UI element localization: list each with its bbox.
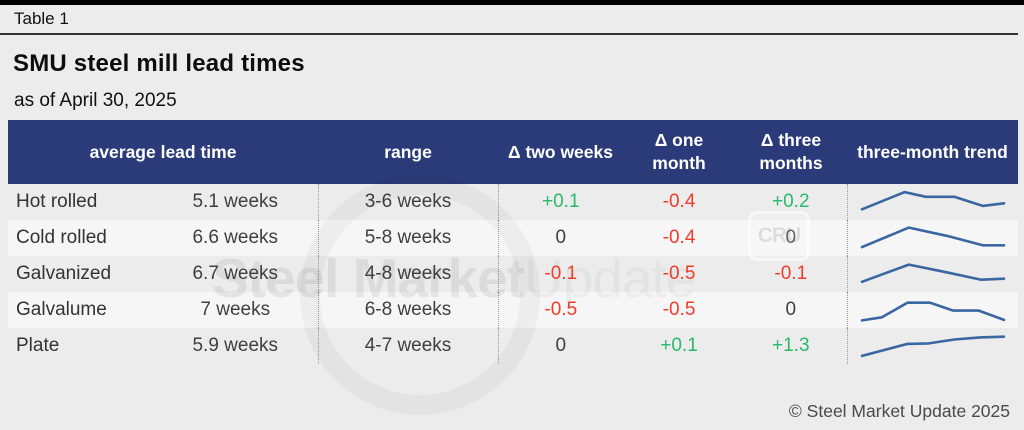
table-row: Plate 5.9 weeks 4-7 weeks 0 +0.1 +1.3 xyxy=(8,328,1019,364)
delta-two-weeks-cell: 0 xyxy=(497,220,624,256)
lead-times-table: average lead time range Δ two weeks Δ on… xyxy=(8,120,1019,364)
delta-three-months-cell: +0.2 xyxy=(772,191,810,212)
delta-two-weeks-cell: -0.1 xyxy=(497,256,624,292)
average-lead-time-cell: 5.9 weeks xyxy=(192,335,279,356)
table-row: Cold rolled 6.6 weeks 5-8 weeks 0 -0.4 0 xyxy=(8,220,1019,256)
col-header-range: range xyxy=(318,120,499,184)
col-header-three-month-trend: three-month trend xyxy=(847,120,1019,184)
delta-three-months-cell: -0.1 xyxy=(774,263,808,284)
delta-one-month-cell: -0.5 xyxy=(662,263,696,284)
delta-three-months-cell: 0 xyxy=(785,299,797,320)
trend-sparkline xyxy=(862,261,1004,287)
col-header-delta-one-month: Δ one month xyxy=(623,120,736,184)
delta-three-months-cell: +1.3 xyxy=(772,335,810,356)
trend-sparkline xyxy=(862,297,1004,323)
table-row: Hot rolled 5.1 weeks 3-6 weeks +0.1 -0.4 +0.2 xyxy=(8,184,1019,220)
range-cell: 4-7 weeks xyxy=(317,328,499,364)
trend-sparkline xyxy=(862,225,1004,251)
col-header-average-lead-time: average lead time xyxy=(8,120,319,184)
product-cell: Hot rolled xyxy=(16,191,98,212)
trend-sparkline-cell xyxy=(846,328,1019,364)
delta-three-months-cell: 0 xyxy=(785,227,797,248)
delta-one-month-cell: -0.5 xyxy=(662,299,696,320)
as-of-date: as of April 30, 2025 xyxy=(14,90,177,111)
table-body: Hot rolled 5.1 weeks 3-6 weeks +0.1 -0.4 +0.2… xyxy=(8,184,1019,364)
product-cell: Cold rolled xyxy=(16,227,107,248)
product-cell: Plate xyxy=(16,335,60,356)
delta-one-month-cell: -0.4 xyxy=(662,227,696,248)
delta-two-weeks-cell: 0 xyxy=(497,328,624,364)
table-row: Galvanized 6.7 weeks 4-8 weeks -0.1 -0.5 -0.1 xyxy=(8,256,1019,292)
copyright-text: © Steel Market Update 2025 xyxy=(788,401,1010,421)
col-header-delta-three-months: Δ three months xyxy=(735,120,848,184)
table-header: average lead time range Δ two weeks Δ on… xyxy=(8,120,1019,184)
delta-one-month-cell: -0.4 xyxy=(662,191,696,212)
top-border-bar xyxy=(0,0,1024,5)
trend-sparkline-cell xyxy=(846,220,1019,256)
page-title: SMU steel mill lead times xyxy=(13,50,305,77)
product-cell: Galvalume xyxy=(16,299,107,320)
trend-sparkline xyxy=(862,333,1004,359)
range-cell: 6-8 weeks xyxy=(317,292,499,328)
trend-sparkline xyxy=(862,189,1004,215)
range-cell: 3-6 weeks xyxy=(317,184,499,220)
average-lead-time-cell: 5.1 weeks xyxy=(192,191,279,212)
trend-sparkline-cell xyxy=(846,292,1019,328)
average-lead-time-cell: 6.6 weeks xyxy=(192,227,279,248)
range-cell: 4-8 weeks xyxy=(317,256,499,292)
delta-two-weeks-cell: +0.1 xyxy=(497,184,624,220)
delta-two-weeks-cell: -0.5 xyxy=(497,292,624,328)
divider-line xyxy=(0,33,1018,35)
trend-sparkline-cell xyxy=(846,256,1019,292)
table-number-label: Table 1 xyxy=(14,9,69,28)
col-header-delta-two-weeks: Δ two weeks xyxy=(498,120,624,184)
product-cell: Galvanized xyxy=(16,263,112,284)
table-row: Galvalume 7 weeks 6-8 weeks -0.5 -0.5 0 xyxy=(8,292,1019,328)
delta-one-month-cell: +0.1 xyxy=(660,335,698,356)
trend-sparkline-cell xyxy=(846,184,1019,220)
average-lead-time-cell: 7 weeks xyxy=(200,299,271,320)
average-lead-time-cell: 6.7 weeks xyxy=(192,263,279,284)
range-cell: 5-8 weeks xyxy=(317,220,499,256)
